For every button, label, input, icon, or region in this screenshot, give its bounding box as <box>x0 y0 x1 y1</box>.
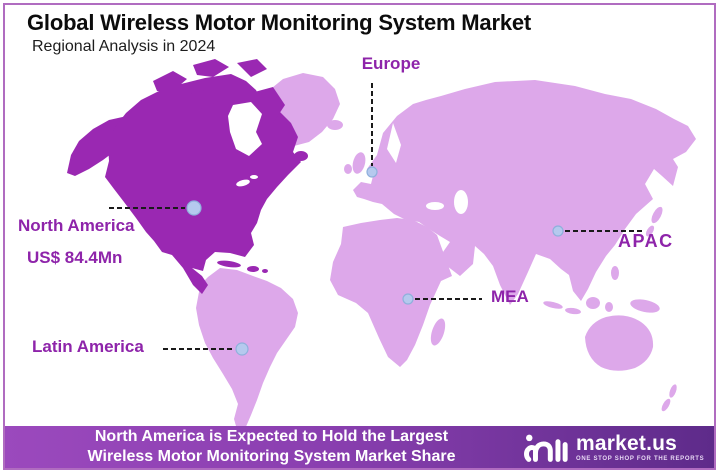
base-regions <box>196 73 696 433</box>
banner-headline-line2: Wireless Motor Monitoring System Market … <box>87 448 456 465</box>
indonesia-region <box>543 301 563 309</box>
north-america-value: US$ 84.4Mn <box>27 248 123 267</box>
europe-marker <box>366 166 378 178</box>
newfoundland <box>294 151 308 161</box>
marketus-logo-tagline: ONE STOP SHOP FOR THE REPORTS <box>576 455 705 462</box>
world-map <box>67 59 696 433</box>
apac-marker <box>552 225 564 237</box>
hudson-bay <box>228 102 262 156</box>
arctic-island-2 <box>193 59 229 77</box>
great-lakes-2 <box>250 175 258 179</box>
black-sea <box>426 202 444 210</box>
australia-region <box>585 315 654 371</box>
marketus-logo-name: market.us <box>576 431 678 455</box>
japan-region <box>651 206 663 224</box>
new-zealand-south <box>661 398 671 412</box>
leader-lines <box>109 83 643 350</box>
banner-headline-line1: North America is Expected to Hold the La… <box>94 427 449 445</box>
philippines-region <box>611 266 619 280</box>
baltic-sea <box>387 123 401 163</box>
cuba <box>217 260 241 268</box>
eurasia-region <box>353 80 696 305</box>
latin-america-marker <box>235 342 249 356</box>
victoria-island <box>185 89 220 109</box>
page-title: Global Wireless Motor Monitoring System … <box>27 10 532 35</box>
mea-marker <box>402 293 414 305</box>
page-subtitle: Regional Analysis in 2024 <box>32 38 216 55</box>
infographic-frame: Global Wireless Motor Monitoring System … <box>3 3 716 470</box>
highlighted-region-north-america <box>67 59 308 294</box>
madagascar-region <box>430 318 446 346</box>
new-guinea-region <box>630 299 660 313</box>
great-lakes <box>236 179 250 187</box>
arctic-island-3 <box>237 59 267 77</box>
latin-america-label: Latin America <box>32 337 144 356</box>
puerto-rico <box>262 269 268 273</box>
new-zealand-region <box>669 384 677 398</box>
north-america-marker <box>186 200 202 216</box>
bottom-banner: North America is Expected to Hold the La… <box>5 426 714 468</box>
hispaniola <box>247 266 259 272</box>
region-markers <box>186 166 564 356</box>
apac-label: APAC <box>618 231 674 251</box>
marketus-logo: market.us ONE STOP SHOP FOR THE REPORTS <box>524 430 714 464</box>
mea-label: MEA <box>491 287 529 306</box>
arctic-island-1 <box>153 71 187 91</box>
north-america-label: North America <box>18 216 135 235</box>
sulawesi-island <box>605 302 613 312</box>
borneo-island <box>586 297 600 309</box>
indonesia-island <box>565 307 581 315</box>
africa-region <box>330 218 452 367</box>
caspian-sea <box>454 190 468 214</box>
ireland-region <box>344 164 352 174</box>
iceland-region <box>327 120 343 130</box>
japan-island <box>645 225 655 237</box>
europe-label: Europe <box>361 54 421 73</box>
uk-region <box>352 152 366 174</box>
marketus-logo-text: market.us ONE STOP SHOP FOR THE REPORTS <box>576 433 704 462</box>
marketus-logo-icon <box>524 434 568 462</box>
banner-headline: North America is Expected to Hold the La… <box>5 427 524 468</box>
